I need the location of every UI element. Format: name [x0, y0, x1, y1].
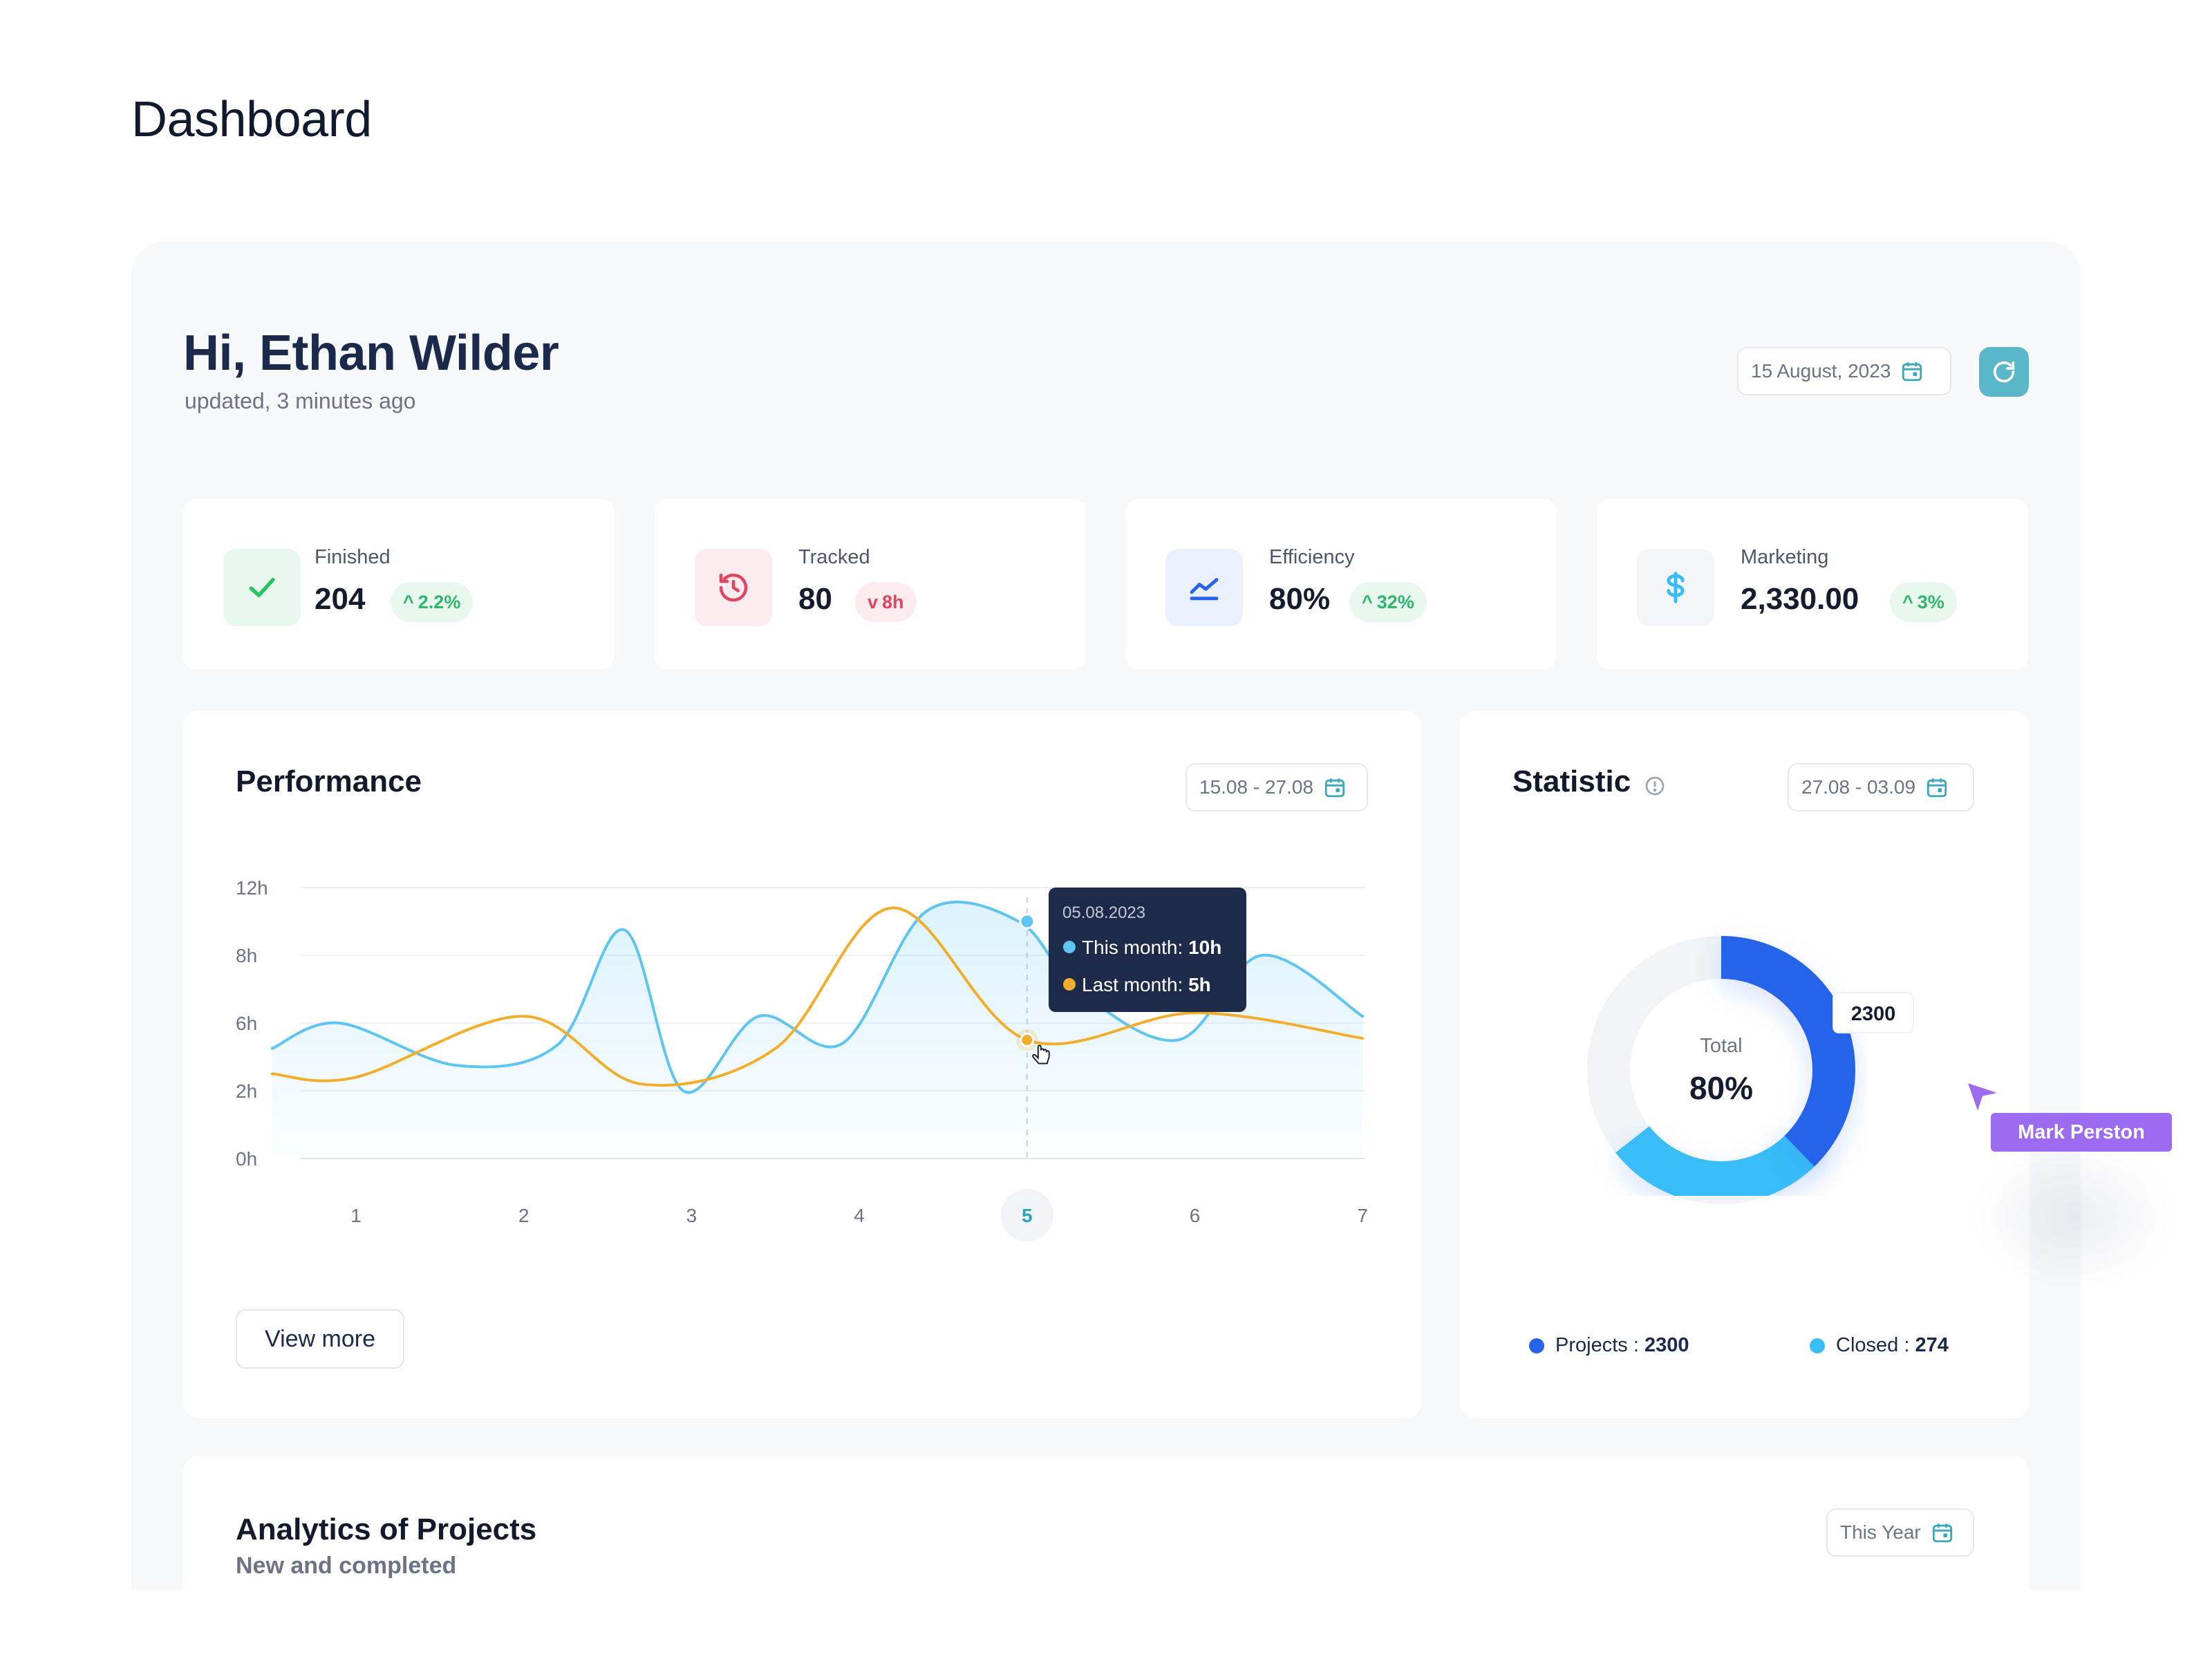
range-text: 27.08 - 03.09: [1801, 776, 1916, 798]
card-subtitle: New and completed: [236, 1553, 457, 1579]
arrow-down-icon: v: [868, 591, 879, 612]
statistic-donut-chart[interactable]: Total 80% 2300: [1460, 711, 2030, 1236]
cursor-shadow: [1970, 1141, 2177, 1293]
stat-badge: ^ 2.2%: [391, 582, 474, 622]
y-tick-label: 8h: [236, 945, 257, 966]
arrow-up-icon: ^: [403, 591, 414, 612]
tooltip-dot-last-month: [1063, 978, 1076, 991]
donut-slice-projects: [1721, 936, 1855, 1167]
stat-value: 80%: [1269, 582, 1331, 616]
history-icon: [695, 549, 772, 626]
legend-value: 274: [1915, 1334, 1949, 1356]
range-text: 15.08 - 27.08: [1199, 776, 1314, 798]
tooltip-box: [1049, 888, 1246, 1012]
trend-chart-icon: [1165, 549, 1243, 626]
callout-value: 2300: [1851, 1003, 1896, 1025]
legend-projects: Projects : 2300: [1529, 1334, 1689, 1357]
y-tick-label: 6h: [236, 1013, 257, 1034]
stat-card-marketing[interactable]: Marketing 2,330.00 ^ 3%: [1597, 499, 2028, 669]
y-tick-label: 0h: [236, 1148, 257, 1170]
stat-card-tracked[interactable]: Tracked 80 v 8h: [655, 499, 1086, 669]
x-tick-label: 1: [350, 1205, 362, 1226]
x-tick-label: 6: [1190, 1205, 1201, 1226]
statistic-card: Statistic 27.08 - 03.09 Total 80% 2300 Pro…: [1460, 711, 2030, 1418]
donut-total-label: Total: [1700, 1035, 1742, 1057]
point-this-month: [1019, 913, 1035, 930]
stat-value: 204: [315, 582, 366, 616]
legend-dot: [1529, 1338, 1544, 1353]
page-title: Dashboard: [131, 92, 372, 147]
x-highlight: [1000, 1189, 1053, 1241]
arrow-up-icon: ^: [1902, 591, 1913, 612]
tooltip-this-month: This month: 10h: [1082, 937, 1221, 958]
y-tick-label: 2h: [236, 1080, 257, 1102]
stat-badge: ^ 3%: [1890, 582, 1957, 622]
legend-value: 2300: [1644, 1334, 1689, 1356]
statistic-range-picker[interactable]: 27.08 - 03.09: [1788, 763, 1974, 812]
legend-dot: [1810, 1338, 1825, 1353]
analytics-card: Analytics of Projects New and completed …: [183, 1456, 2029, 1590]
card-title: Performance: [236, 765, 422, 798]
calendar-icon: [1902, 362, 1922, 382]
point-last-month: [1020, 1033, 1035, 1047]
stat-label: Efficiency: [1269, 546, 1355, 568]
stat-value: 80: [798, 582, 832, 616]
x-tick-label: 3: [686, 1205, 697, 1226]
tooltip-dot-this-month: [1063, 941, 1076, 953]
collaborator-name-tag: Mark Perston: [1991, 1113, 2172, 1152]
refresh-icon: [1993, 361, 2015, 383]
stat-label: Tracked: [798, 546, 870, 568]
tooltip-last-month: Last month: 5h: [1082, 974, 1211, 995]
dollar-icon: [1637, 549, 1714, 626]
stat-badge: ^ 32%: [1349, 582, 1427, 622]
x-tick-label: 4: [854, 1205, 865, 1226]
donut-callout: 2300: [1833, 992, 1914, 1033]
performance-chart[interactable]: 0h 2h 6h 8h 12h 1 2 3 4 5 6 7 05.08.2023 This month: …: [183, 711, 1422, 1277]
refresh-button[interactable]: [1979, 347, 2029, 397]
greeting: Hi, Ethan Wilder: [183, 326, 559, 381]
stat-card-finished[interactable]: Finished 204 ^ 2.2%: [183, 499, 615, 669]
x-tick-label: 5: [1022, 1205, 1033, 1226]
date-picker[interactable]: 15 August, 2023: [1737, 347, 1951, 395]
info-icon[interactable]: [1644, 775, 1666, 797]
x-tick-label: 2: [518, 1205, 529, 1226]
legend-closed: Closed : 274: [1810, 1334, 1949, 1357]
stat-value: 2,330.00: [1741, 582, 1859, 616]
performance-range-picker[interactable]: 15.08 - 27.08: [1185, 763, 1368, 812]
view-more-button[interactable]: View more: [236, 1309, 404, 1369]
arrow-up-icon: ^: [1362, 591, 1373, 612]
analytics-range-picker[interactable]: This Year: [1826, 1508, 1974, 1557]
donut-total-value: 80%: [1689, 1070, 1753, 1106]
stat-card-efficiency[interactable]: Efficiency 80% ^ 32%: [1125, 499, 1557, 669]
callout-box: [1833, 992, 1914, 1033]
card-title: Analytics of Projects: [236, 1512, 537, 1546]
range-text: This Year: [1840, 1521, 1921, 1543]
card-title: Statistic: [1512, 765, 1631, 798]
collaborator-cursor-icon: [1968, 1083, 1997, 1111]
stat-label: Marketing: [1741, 546, 1829, 568]
donut-slice-closed: [1615, 1125, 1827, 1204]
date-text: 15 August, 2023: [1751, 360, 1891, 382]
performance-card: Performance 15.08 - 27.08 0h 2h 6h 8h 12h 1 2 3…: [183, 711, 1422, 1418]
hand-cursor-icon: [1032, 1044, 1050, 1065]
series-line-last-month: [270, 906, 1365, 1087]
x-tick-label: 7: [1357, 1205, 1368, 1226]
stat-label: Finished: [315, 546, 391, 568]
y-tick-label: 12h: [236, 877, 268, 899]
check-icon: [223, 549, 301, 626]
calendar-icon: [1932, 1524, 1952, 1543]
series-area: [272, 901, 1363, 1159]
stat-badge: v 8h: [855, 582, 917, 622]
tooltip-date: 05.08.2023: [1062, 903, 1145, 922]
dashboard-panel: Hi, Ethan Wilder updated, 3 minutes ago …: [131, 242, 2081, 1590]
chart-tooltip: 05.08.2023 This month: 10h Last month: 5h: [1049, 888, 1246, 1012]
updated-text: updated, 3 minutes ago: [185, 388, 416, 413]
legend-label: Projects :: [1555, 1334, 1644, 1356]
calendar-icon: [1324, 778, 1345, 798]
legend-label: Closed :: [1836, 1334, 1915, 1356]
calendar-icon: [1927, 778, 1947, 798]
